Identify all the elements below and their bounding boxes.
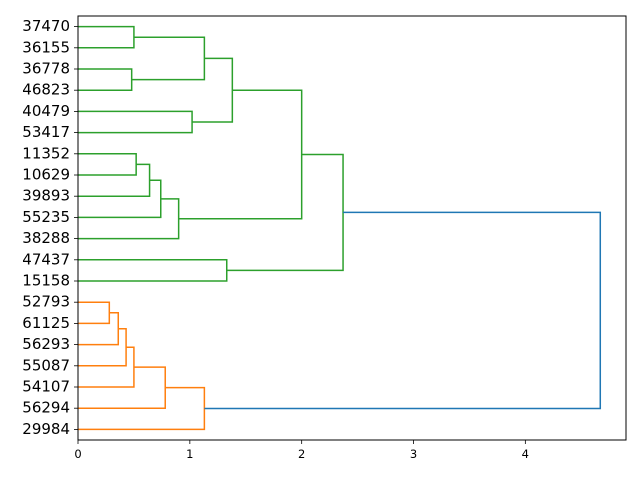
leaf-label: 54107 [22, 378, 70, 396]
dendrogram-link-3 [78, 110, 193, 134]
leaf-label: 47437 [22, 250, 70, 268]
leaf-label: 46823 [22, 81, 70, 99]
x-tick-label: 2 [298, 447, 305, 461]
leaf-label: 37470 [22, 17, 70, 35]
dendrogram-link-7 [78, 179, 162, 219]
x-tick-label: 4 [522, 447, 529, 461]
dendrogram-link-5 [78, 153, 137, 176]
leaf-label: 10629 [22, 166, 70, 184]
x-tick-label: 0 [74, 447, 81, 461]
leaf-label: 39893 [22, 187, 70, 205]
plot-background [78, 16, 626, 440]
dendrogram-link-11 [226, 153, 344, 272]
dendrogram-link-18 [204, 211, 602, 410]
leaf-label: 56293 [22, 335, 70, 353]
y-axis: 37470 36155 36778 46823 40479 53417 11352 10629… [22, 17, 78, 438]
leaf-label: 56294 [22, 399, 70, 417]
leaf-label: 52793 [22, 293, 70, 311]
dendrogram-link-13 [78, 312, 120, 346]
leaf-label: 55087 [22, 356, 70, 374]
leaf-label: 55235 [22, 208, 70, 226]
dendrogram-link-8 [78, 198, 180, 240]
leaf-label: 29984 [22, 420, 70, 438]
dendrogram-link-9 [178, 89, 303, 220]
plot-frame [77, 15, 627, 441]
leaf-label: 53417 [22, 123, 70, 141]
dendrogram-links [78, 25, 602, 431]
leaf-label: 61125 [22, 314, 70, 332]
leaf-label: 36778 [22, 60, 70, 78]
dendrogram-link-0 [78, 25, 135, 49]
leaf-label: 36155 [22, 38, 70, 56]
x-tick-label: 3 [410, 447, 417, 461]
leaf-label: 38288 [22, 229, 70, 247]
leaf-label: 11352 [22, 144, 70, 162]
dendrogram-link-12 [78, 301, 111, 325]
x-tick-label: 1 [186, 447, 193, 461]
leaf-label: 40479 [22, 102, 70, 120]
dendrogram-link-15 [78, 346, 135, 388]
leaf-label: 15158 [22, 272, 70, 290]
x-axis: 0 1 2 3 4 [74, 440, 529, 461]
